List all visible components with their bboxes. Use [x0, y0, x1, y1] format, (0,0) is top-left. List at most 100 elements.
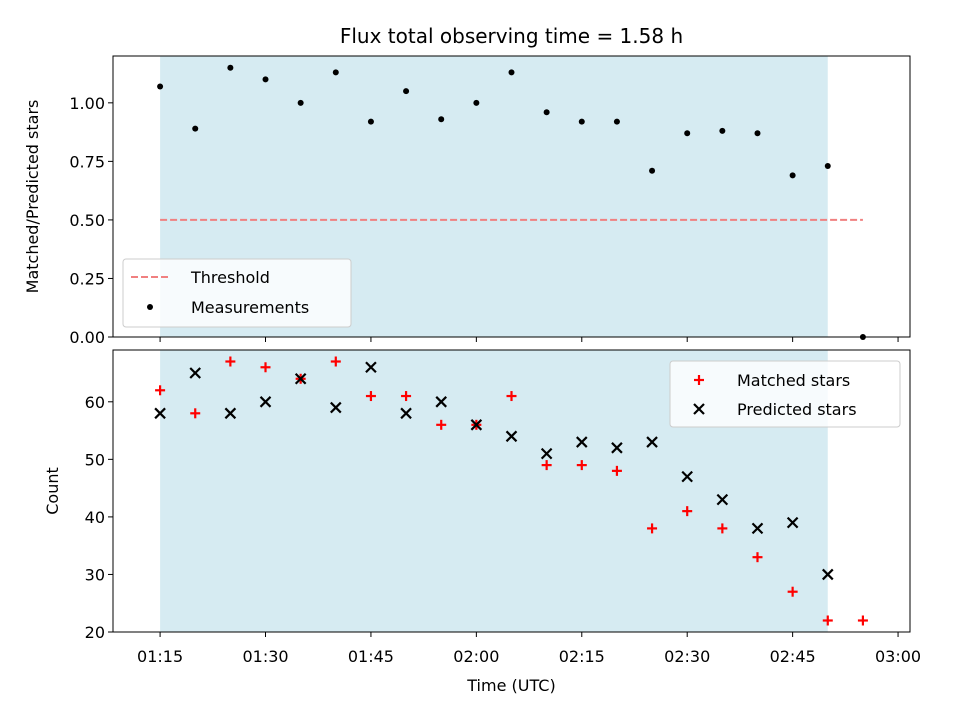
matched-stars-point — [190, 408, 201, 419]
y-tick-label: 40 — [85, 508, 105, 527]
legend-predicted-label: Predicted stars — [737, 400, 857, 419]
y-tick-label: 0.25 — [69, 269, 105, 288]
measurement-point — [262, 76, 269, 83]
legend-box — [669, 360, 901, 428]
y-tick-label: 0.75 — [69, 152, 105, 171]
predicted-stars-point — [435, 396, 447, 408]
y-tick-label: 50 — [85, 450, 105, 469]
x-axis-label: Time (UTC) — [466, 676, 555, 695]
x-b — [400, 407, 412, 420]
legend-predicted-swatch-b — [693, 403, 705, 415]
y-tick-label: 60 — [85, 393, 105, 412]
predicted-stars-point — [751, 522, 764, 535]
x-tick-label: 02:00 — [453, 647, 499, 666]
measurement-point — [543, 109, 550, 116]
predicted-stars-point — [330, 401, 342, 414]
measurement-point — [649, 167, 656, 174]
matched-stars-point — [611, 465, 622, 476]
x-b — [189, 367, 202, 379]
y-tick-label: 30 — [85, 565, 105, 584]
matched-stars-point — [576, 460, 587, 471]
measurement-point — [789, 172, 796, 179]
measurement-point — [297, 99, 304, 106]
x-b — [154, 407, 166, 420]
predicted-stars-point — [294, 372, 307, 385]
measurement-point — [824, 163, 831, 170]
predicted-stars-point — [259, 396, 272, 408]
matched-stars-point — [717, 523, 728, 534]
plot-frame — [112, 349, 911, 633]
x-b — [435, 396, 447, 408]
x-tick-label: 01:30 — [242, 647, 288, 666]
measurement-point — [578, 118, 585, 125]
x-b — [646, 436, 658, 448]
predicted-stars-point — [576, 436, 588, 448]
measurement-point — [227, 64, 234, 71]
x-b — [821, 568, 834, 581]
predicted-stars-point — [154, 407, 166, 420]
measurement-point — [754, 130, 761, 137]
matched-stars-point — [436, 419, 447, 430]
predicted-stars-point — [505, 430, 518, 443]
predicted-stars-point — [646, 436, 658, 448]
predicted-stars-point — [716, 493, 729, 506]
x-b — [786, 516, 799, 529]
x-b — [540, 447, 553, 460]
x-b — [224, 407, 237, 420]
x-tick-label: 01:15 — [137, 647, 183, 666]
x-b — [681, 470, 693, 483]
matched-stars-point — [682, 506, 693, 517]
y-tick-label: 20 — [85, 623, 105, 642]
measurement-point — [508, 69, 515, 76]
y-tick-label: 0.50 — [69, 211, 105, 230]
matched-stars-point — [225, 356, 236, 367]
matched-stars-point — [541, 460, 552, 471]
predicted-stars-point — [400, 407, 412, 420]
x-b — [751, 522, 764, 535]
matched-stars-point — [857, 615, 868, 626]
matched-stars-point — [401, 391, 412, 402]
predicted-stars-point — [540, 447, 553, 460]
matched-stars-point — [822, 615, 833, 626]
predicted-stars-point — [365, 361, 377, 374]
measurement-point — [403, 88, 410, 95]
measurement-point — [613, 118, 620, 125]
x-b — [294, 372, 307, 385]
matched-stars-point — [787, 586, 798, 597]
x-b — [330, 401, 342, 414]
x-tick-label: 03:00 — [875, 647, 921, 666]
measurement-point — [192, 125, 199, 132]
measurement-point — [684, 130, 691, 137]
y-axis-label: Count — [43, 467, 62, 515]
x-tick-label: 01:45 — [348, 647, 394, 666]
matched-stars-point — [752, 552, 763, 563]
legend-matched-label: Matched stars — [737, 371, 850, 390]
x-tick-label: 02:30 — [664, 647, 710, 666]
measurement-point — [367, 118, 374, 125]
y-axis-label: Matched/Predicted stars — [23, 100, 42, 294]
x-b — [611, 442, 623, 454]
measurement-point — [157, 83, 164, 90]
x-b — [505, 430, 518, 443]
x-b — [470, 419, 483, 431]
x-tick-label: 02:45 — [770, 647, 816, 666]
y-tick-label: 1.00 — [69, 94, 105, 113]
legend-measurements-label: Measurements — [191, 298, 309, 317]
predicted-stars-point — [189, 367, 202, 379]
x-b — [259, 396, 272, 408]
x-tick-label: 02:15 — [559, 647, 605, 666]
x-b — [365, 361, 377, 374]
predicted-stars-point — [611, 442, 623, 454]
matched-stars-point — [330, 356, 341, 367]
matched-stars-point — [506, 391, 517, 402]
legend-threshold-label: Threshold — [190, 268, 270, 287]
legend-measurements-swatch — [147, 304, 153, 310]
chart-title: Flux total observing time = 1.58 h — [340, 24, 683, 48]
x-b — [576, 436, 588, 448]
legend-box — [122, 258, 352, 328]
measurement-point — [473, 99, 480, 106]
measurement-point — [438, 116, 445, 123]
measurement-point — [332, 69, 339, 76]
y-tick-label: 0.00 — [69, 328, 105, 347]
